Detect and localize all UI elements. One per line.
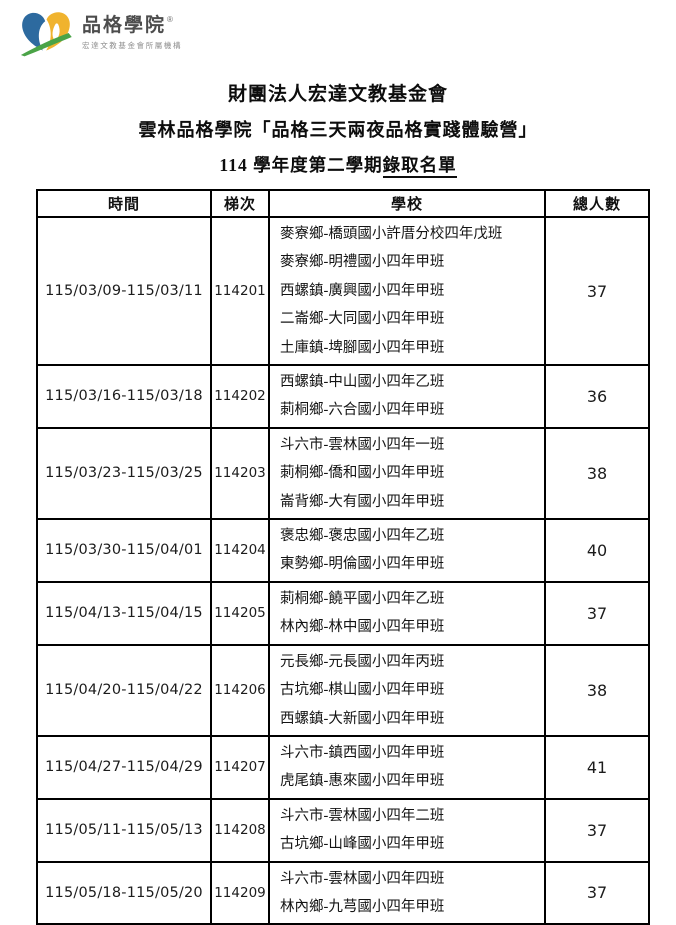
school-line: 斗六市-鎮西國小四年甲班 xyxy=(280,744,445,761)
time-cell: 115/03/23-115/03/25 xyxy=(36,426,212,521)
batch-cell: 114208 xyxy=(210,797,270,863)
total-cell: 37 xyxy=(544,580,650,646)
school-cell: 斗六市-雲林國小四年四班 林內鄉-九芎國小四年甲班 xyxy=(268,860,546,925)
school-line: 虎尾鎮-惠來國小四年甲班 xyxy=(280,773,445,790)
registered-trademark-icon: ® xyxy=(167,15,173,24)
table-header-row: 時間 梯次 學校 總人數 xyxy=(36,189,650,218)
camp-title: 雲林品格學院「品格三天兩夜品格實踐體驗營」 xyxy=(138,120,538,140)
table-row: 115/03/16-115/03/18 114202 西螺鎮-中山國小四年乙班 莿桐鄉… xyxy=(36,364,650,429)
batch-cell: 114201 xyxy=(210,215,270,367)
time-cell: 115/03/16-115/03/18 xyxy=(36,364,212,429)
school-line: 西螺鎮-廣興國小四年甲班 xyxy=(280,282,445,299)
school-line: 東勢鄉-明倫國小四年甲班 xyxy=(280,556,445,573)
document-titles: 財團法人宏達文教基金會 雲林品格學院「品格三天兩夜品格實踐體驗營」 114 學年… xyxy=(0,0,676,178)
school-line: 西螺鎮-大新國小四年甲班 xyxy=(280,710,445,727)
table-row: 115/04/13-115/04/15 114205 莿桐鄉-饒平國小四年乙班 林內鄉… xyxy=(36,580,650,646)
school-line: 崙背鄉-大有國小四年甲班 xyxy=(280,493,445,510)
school-line: 林內鄉-九芎國小四年甲班 xyxy=(280,898,445,915)
total-cell: 40 xyxy=(544,518,650,583)
brand-tagline: 宏達文教基金會所屬機構 xyxy=(82,41,183,50)
header-time: 時間 xyxy=(36,189,212,218)
school-line: 古坑鄉-棋山國小四年甲班 xyxy=(280,682,445,699)
school-cell: 斗六市-雲林國小四年一班 莿桐鄉-僑和國小四年甲班 崙背鄉-大有國小四年甲班 xyxy=(268,426,546,521)
foundation-title: 財團法人宏達文教基金會 xyxy=(227,84,448,105)
table-row: 115/03/09-115/03/11 114201 麥寮鄉-橋頭國小許厝分校四年戊… xyxy=(36,215,650,367)
semester-title: 114 學年度第二學期錄取名單 xyxy=(0,154,676,178)
heart-drop-logo-icon xyxy=(20,12,72,57)
total-cell: 41 xyxy=(544,734,650,800)
school-line: 褒忠鄉-褒忠國小四年乙班 xyxy=(280,528,445,545)
school-cell: 斗六市-鎮西國小四年甲班 虎尾鎮-惠來國小四年甲班 xyxy=(268,734,546,800)
total-cell: 37 xyxy=(544,860,650,925)
total-cell: 38 xyxy=(544,426,650,521)
school-line: 莿桐鄉-六合國小四年甲班 xyxy=(280,402,445,419)
batch-cell: 114204 xyxy=(210,518,270,583)
brand-logo: 品格學院 ® 宏達文教基金會所屬機構 xyxy=(20,8,182,58)
admission-list-underlined: 錄取名單 xyxy=(382,155,457,178)
time-cell: 115/04/27-115/04/29 xyxy=(36,734,212,800)
school-cell: 斗六市-雲林國小四年二班 古坑鄉-山峰國小四年甲班 xyxy=(268,797,546,863)
school-line: 西螺鎮-中山國小四年乙班 xyxy=(280,374,445,391)
time-cell: 115/04/13-115/04/15 xyxy=(36,580,212,646)
time-cell: 115/03/30-115/04/01 xyxy=(36,518,212,583)
school-line: 斗六市-雲林國小四年四班 xyxy=(280,870,445,887)
admission-roster-table: 時間 梯次 學校 總人數 115/03/09-115/03/11 114201 麥寮… xyxy=(36,189,650,925)
total-cell: 38 xyxy=(544,643,650,737)
semester-title-prefix: 114 學年度第二學期 xyxy=(219,155,383,175)
school-line: 土庫鎮-埤腳國小四年甲班 xyxy=(280,339,445,356)
time-cell: 115/04/20-115/04/22 xyxy=(36,643,212,737)
school-line: 元長鄉-元長國小四年丙班 xyxy=(280,653,445,670)
time-cell: 115/05/18-115/05/20 xyxy=(36,860,212,925)
table-row: 115/04/20-115/04/22 114206 元長鄉-元長國小四年丙班 古坑鄉… xyxy=(36,643,650,737)
school-cell: 莿桐鄉-饒平國小四年乙班 林內鄉-林中國小四年甲班 xyxy=(268,580,546,646)
school-line: 麥寮鄉-明禮國小四年甲班 xyxy=(280,254,445,271)
batch-cell: 114202 xyxy=(210,364,270,429)
batch-cell: 114203 xyxy=(210,426,270,521)
total-cell: 37 xyxy=(544,797,650,863)
school-line: 莿桐鄉-饒平國小四年乙班 xyxy=(280,590,445,607)
batch-cell: 114207 xyxy=(210,734,270,800)
table-row: 115/05/11-115/05/13 114208 斗六市-雲林國小四年二班 古坑鄉… xyxy=(36,797,650,863)
school-line: 林內鄉-林中國小四年甲班 xyxy=(280,619,445,636)
brand-name: 品格學院 xyxy=(82,15,167,36)
table-row: 115/04/27-115/04/29 114207 斗六市-鎮西國小四年甲班 虎尾鎮… xyxy=(36,734,650,800)
school-cell: 西螺鎮-中山國小四年乙班 莿桐鄉-六合國小四年甲班 xyxy=(268,364,546,429)
school-cell: 元長鄉-元長國小四年丙班 古坑鄉-棋山國小四年甲班 西螺鎮-大新國小四年甲班 xyxy=(268,643,546,737)
school-line: 斗六市-雲林國小四年二班 xyxy=(280,807,445,824)
header-school: 學校 xyxy=(268,189,546,218)
table-row: 115/03/30-115/04/01 114204 褒忠鄉-褒忠國小四年乙班 東勢鄉… xyxy=(36,518,650,583)
table-row: 115/05/18-115/05/20 114209 斗六市-雲林國小四年四班 林內鄉… xyxy=(36,860,650,925)
batch-cell: 114205 xyxy=(210,580,270,646)
total-cell: 36 xyxy=(544,364,650,429)
batch-cell: 114206 xyxy=(210,643,270,737)
time-cell: 115/03/09-115/03/11 xyxy=(36,215,212,367)
school-cell: 褒忠鄉-褒忠國小四年乙班 東勢鄉-明倫國小四年甲班 xyxy=(268,518,546,583)
school-cell: 麥寮鄉-橋頭國小許厝分校四年戊班 麥寮鄉-明禮國小四年甲班 西螺鎮-廣興國小四年甲班… xyxy=(268,215,546,367)
school-line: 古坑鄉-山峰國小四年甲班 xyxy=(280,836,445,853)
school-line: 莿桐鄉-僑和國小四年甲班 xyxy=(280,465,445,482)
batch-cell: 114209 xyxy=(210,860,270,925)
school-line: 麥寮鄉-橋頭國小許厝分校四年戊班 xyxy=(280,226,503,242)
school-line: 二崙鄉-大同國小四年甲班 xyxy=(280,311,445,328)
total-cell: 37 xyxy=(544,215,650,367)
time-cell: 115/05/11-115/05/13 xyxy=(36,797,212,863)
school-line: 斗六市-雲林國小四年一班 xyxy=(280,436,445,453)
table-row: 115/03/23-115/03/25 114203 斗六市-雲林國小四年一班 莿桐鄉… xyxy=(36,426,650,521)
header-total: 總人數 xyxy=(544,189,650,218)
header-batch: 梯次 xyxy=(210,189,270,218)
table-body: 115/03/09-115/03/11 114201 麥寮鄉-橋頭國小許厝分校四年戊… xyxy=(36,215,650,925)
